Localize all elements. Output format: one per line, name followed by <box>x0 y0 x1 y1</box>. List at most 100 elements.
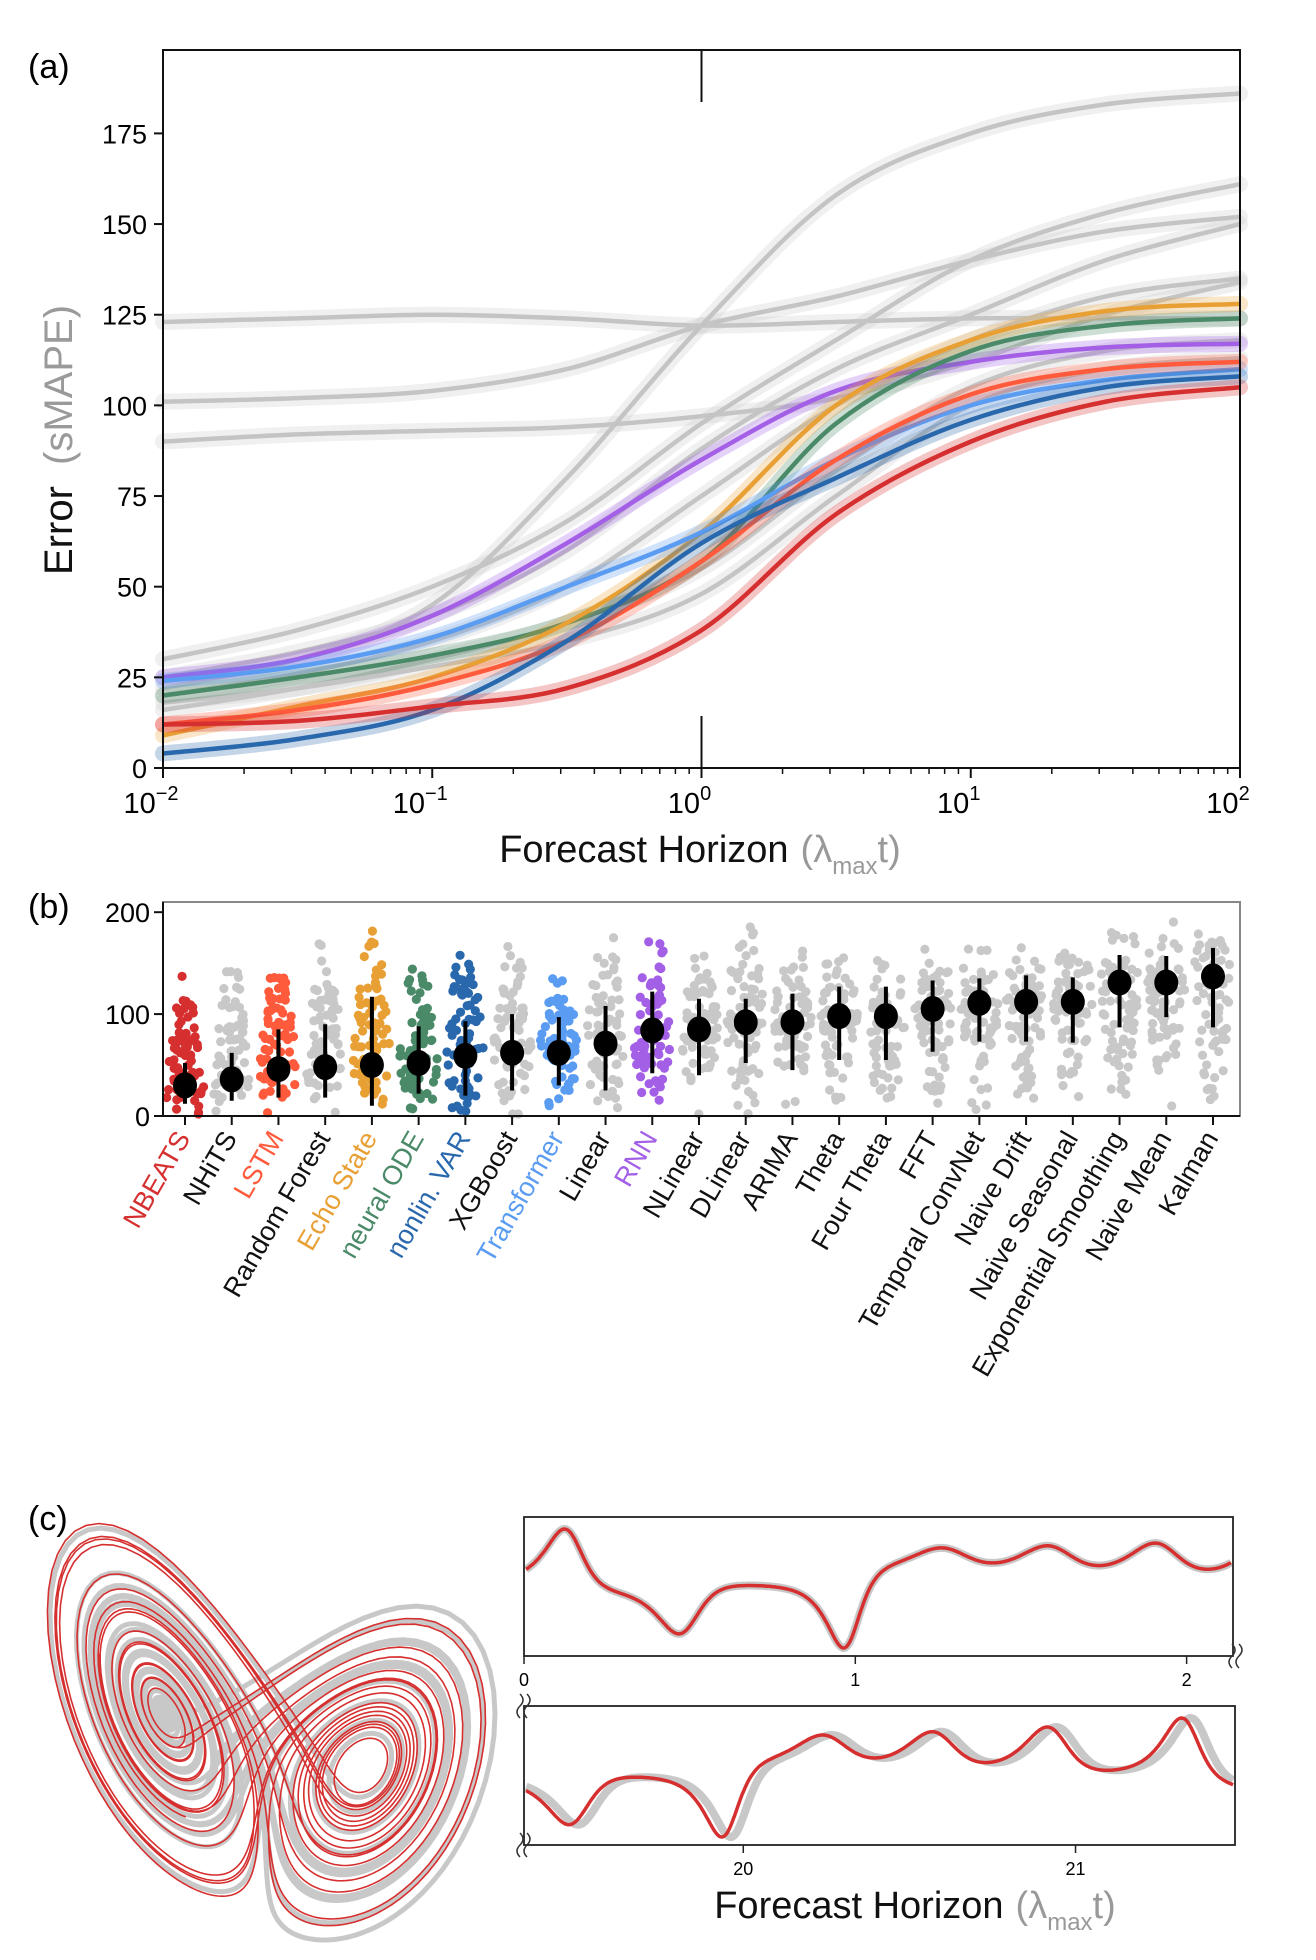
data-point <box>432 1054 442 1064</box>
data-point <box>887 1083 897 1093</box>
y-tick-label: 25 <box>117 663 147 693</box>
data-point <box>871 1052 881 1063</box>
forecast-series-late: 20 21 <box>523 1705 1236 1879</box>
data-point <box>1097 996 1108 1006</box>
data-point <box>832 1092 842 1103</box>
data-point <box>991 1016 1001 1026</box>
data-point <box>928 973 938 983</box>
data-point <box>382 1071 392 1081</box>
data-point <box>725 1009 736 1019</box>
data-point <box>1190 957 1200 967</box>
data-point <box>749 945 759 956</box>
true-attractor <box>47 1525 498 1943</box>
data-point <box>1210 1037 1220 1048</box>
data-point <box>944 988 954 999</box>
data-point <box>355 1013 365 1023</box>
data-point <box>788 962 799 972</box>
data-point <box>873 1035 884 1045</box>
data-point <box>540 1022 550 1032</box>
x-tick-label: 0 <box>519 1670 529 1690</box>
data-point <box>465 1000 475 1010</box>
data-point <box>1106 1027 1116 1038</box>
data-point <box>495 1003 505 1013</box>
data-point <box>968 974 979 985</box>
median-marker <box>780 1009 805 1036</box>
data-point <box>1197 1050 1208 1060</box>
data-point <box>654 1049 664 1060</box>
data-point <box>255 1054 266 1064</box>
data-point <box>1193 929 1203 939</box>
data-point <box>1218 1066 1228 1076</box>
data-point <box>843 1052 853 1062</box>
data-point <box>241 1041 251 1051</box>
data-point <box>478 1043 488 1053</box>
data-point <box>426 1035 436 1046</box>
x-tick-exp: −2 <box>156 783 179 805</box>
data-point <box>971 1104 981 1115</box>
data-point <box>1061 968 1071 978</box>
data-point <box>608 1074 618 1085</box>
data-point <box>1127 964 1137 974</box>
data-point <box>311 1091 321 1102</box>
data-point <box>993 999 1003 1009</box>
data-point <box>428 1077 439 1087</box>
data-point <box>754 963 764 974</box>
data-point <box>1056 1064 1067 1074</box>
data-point <box>1109 1019 1119 1030</box>
data-point <box>1103 1053 1113 1063</box>
x-tick-label: 10−1 <box>393 783 448 820</box>
median-marker <box>1107 969 1132 996</box>
data-point <box>1063 1025 1073 1036</box>
data-point <box>353 1042 364 1052</box>
data-point <box>1168 917 1179 927</box>
data-point <box>917 1031 927 1041</box>
data-point <box>798 962 808 973</box>
data-point <box>524 1042 534 1052</box>
data-point <box>1156 1012 1166 1022</box>
data-point <box>963 944 974 954</box>
data-point <box>757 989 767 999</box>
data-point <box>1197 1025 1207 1035</box>
data-point <box>1101 987 1111 997</box>
data-point <box>1215 989 1225 1000</box>
model-swarm-naive-drift <box>1001 943 1047 1103</box>
x-axis-label-c: Forecast Horizon (λmaxt) <box>714 1885 1116 1936</box>
data-point <box>353 1059 363 1069</box>
median-marker <box>1154 969 1179 996</box>
data-point <box>1054 956 1064 966</box>
model-swarm-transformer <box>535 974 581 1111</box>
data-point <box>655 939 665 949</box>
true-series <box>523 1525 1234 1652</box>
data-point <box>608 933 619 943</box>
data-point <box>610 1093 621 1103</box>
data-point <box>171 1104 182 1114</box>
data-point <box>404 974 415 985</box>
data-point <box>288 1032 299 1042</box>
x-label-unit-sub: max <box>1047 1909 1092 1936</box>
data-point <box>1221 995 1231 1005</box>
model-swarm-neural-ode <box>395 964 442 1114</box>
data-point <box>176 1016 186 1026</box>
data-point <box>733 1100 743 1110</box>
data-point <box>1008 971 1018 981</box>
data-point <box>773 1042 784 1052</box>
data-point <box>514 1025 524 1036</box>
data-point <box>417 1005 428 1015</box>
data-point <box>1147 1005 1157 1016</box>
data-point <box>551 997 561 1007</box>
data-point <box>773 1057 783 1067</box>
data-point <box>735 1075 745 1085</box>
data-point <box>958 963 969 973</box>
data-point <box>278 1008 288 1018</box>
data-point <box>1162 1051 1172 1061</box>
model-swarm-nonlin-var <box>442 950 488 1116</box>
axis-break-icon <box>516 1693 531 1719</box>
data-point <box>1053 1006 1063 1016</box>
data-point <box>1204 940 1214 951</box>
data-point <box>1148 1018 1158 1029</box>
data-point <box>969 1074 979 1085</box>
data-point <box>520 1059 530 1069</box>
data-point <box>372 1085 382 1095</box>
median-marker <box>359 1052 384 1079</box>
